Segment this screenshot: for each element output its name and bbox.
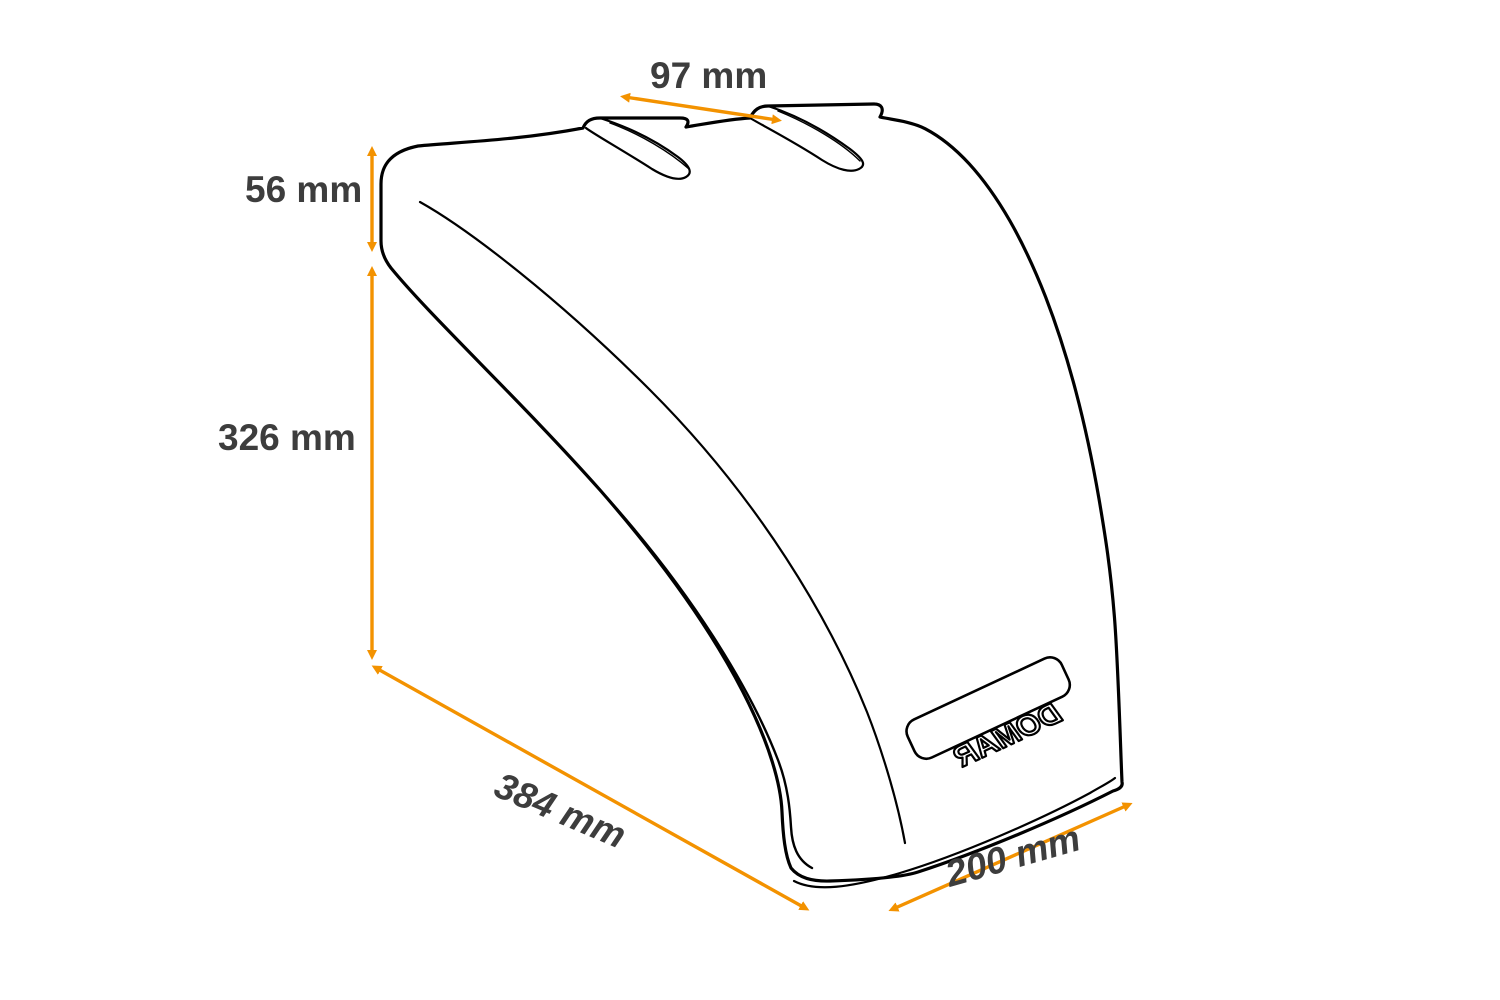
svg-text:56 mm: 56 mm xyxy=(245,169,362,210)
svg-text:384 mm: 384 mm xyxy=(489,765,632,857)
svg-text:97 mm: 97 mm xyxy=(650,55,767,96)
svg-text:326 mm: 326 mm xyxy=(218,417,356,458)
